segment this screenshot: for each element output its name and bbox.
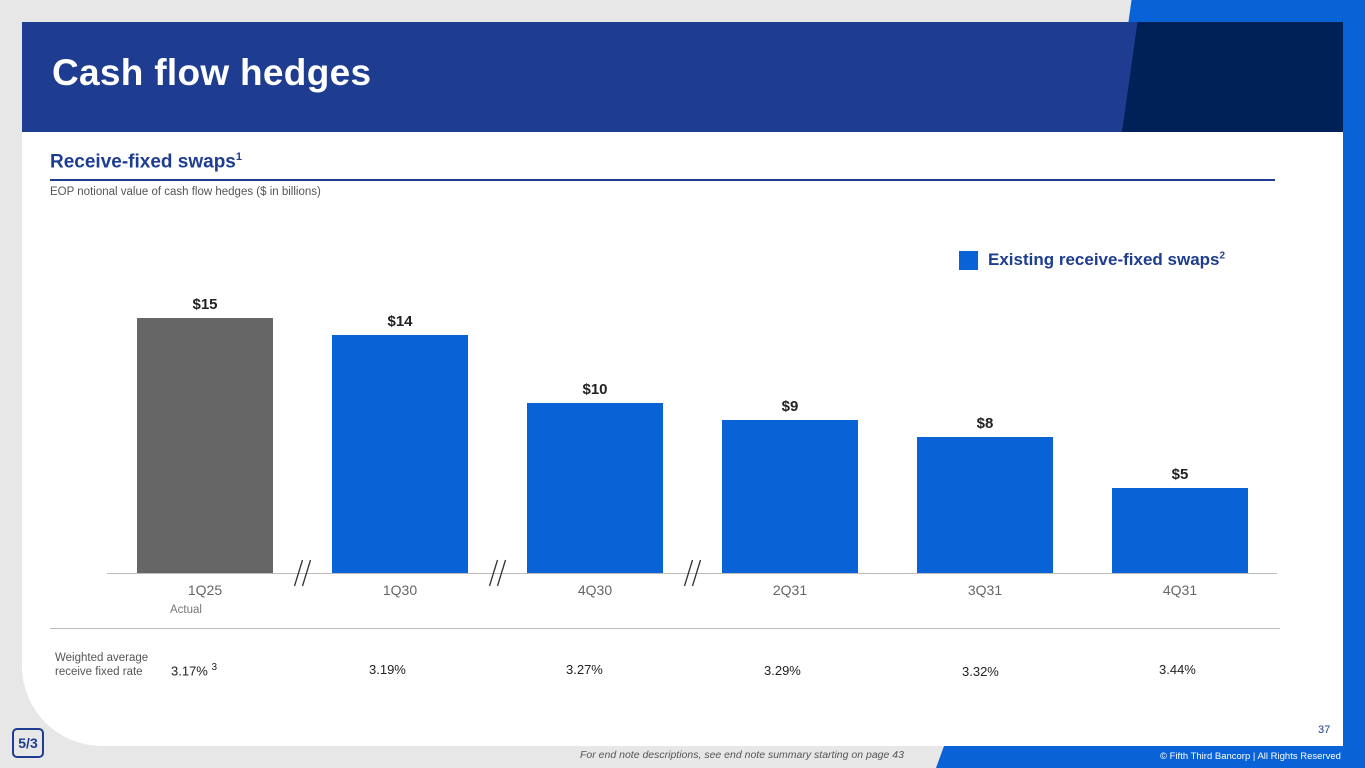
legend-text: Existing receive-fixed swaps: [988, 250, 1220, 269]
subtitle-text: Receive-fixed swaps: [50, 151, 236, 173]
data-label: $14: [387, 313, 413, 330]
actual-label: Actual: [170, 604, 202, 616]
data-label: $9: [782, 398, 799, 415]
bar-1q25: [137, 318, 273, 573]
data-label: $15: [192, 296, 217, 313]
chart-subtitle: Receive-fixed swaps1: [50, 151, 242, 173]
rate-4q30: 3.27%: [566, 662, 603, 677]
rate-label: Weighted average receive fixed rate: [55, 652, 149, 678]
rate-3q31: 3.32%: [962, 664, 999, 679]
rate-4q31: 3.44%: [1159, 662, 1196, 677]
bar-4q30: [527, 403, 663, 573]
legend-swatch: [959, 250, 978, 270]
rate-rule: [50, 628, 1280, 629]
page-number: 37: [1318, 724, 1331, 736]
legend-footnote: 2: [1219, 250, 1226, 262]
x-tick-label: 1Q25: [188, 582, 222, 598]
x-tick-label: 1Q30: [383, 582, 417, 598]
chart-caption: EOP notional value of cash flow hedges (…: [50, 186, 321, 198]
data-label: $5: [1172, 466, 1189, 483]
subtitle-footnote: 1: [235, 151, 242, 163]
rate-value: 3.17%: [171, 663, 208, 679]
bar-3q31: [917, 437, 1053, 573]
rate-1q25: 3.17% 3: [171, 662, 217, 678]
rate-1q30: 3.19%: [369, 662, 406, 677]
x-tick-label: 4Q30: [578, 582, 612, 598]
rate-2q31: 3.29%: [764, 663, 801, 678]
data-label: $8: [977, 415, 994, 432]
x-tick-label: 4Q31: [1163, 582, 1197, 598]
endnote-text: For end note descriptions, see end note …: [580, 749, 904, 761]
copyright: © Fifth Third Bancorp | All Rights Reser…: [1160, 751, 1341, 762]
axis-break-icon: [488, 559, 507, 587]
axis-break-icon: [683, 559, 702, 587]
bar-4q31: [1112, 488, 1248, 573]
legend-label: Existing receive-fixed swaps2: [988, 250, 1225, 270]
header-banner: [22, 22, 1343, 132]
rate-footnote: 3: [211, 662, 218, 673]
x-tick-label: 3Q31: [968, 582, 1002, 598]
subtitle-rule: [50, 179, 1275, 181]
bar-1q30: [332, 335, 468, 573]
data-label: $10: [582, 381, 607, 398]
bar-2q31: [722, 420, 858, 573]
page-title: Cash flow hedges: [52, 52, 372, 93]
legend: Existing receive-fixed swaps2: [959, 250, 1225, 270]
company-logo: 5/3: [12, 728, 44, 758]
axis-break-icon: [293, 559, 312, 587]
x-tick-label: 2Q31: [773, 582, 807, 598]
accent-edge: [1343, 0, 1365, 746]
